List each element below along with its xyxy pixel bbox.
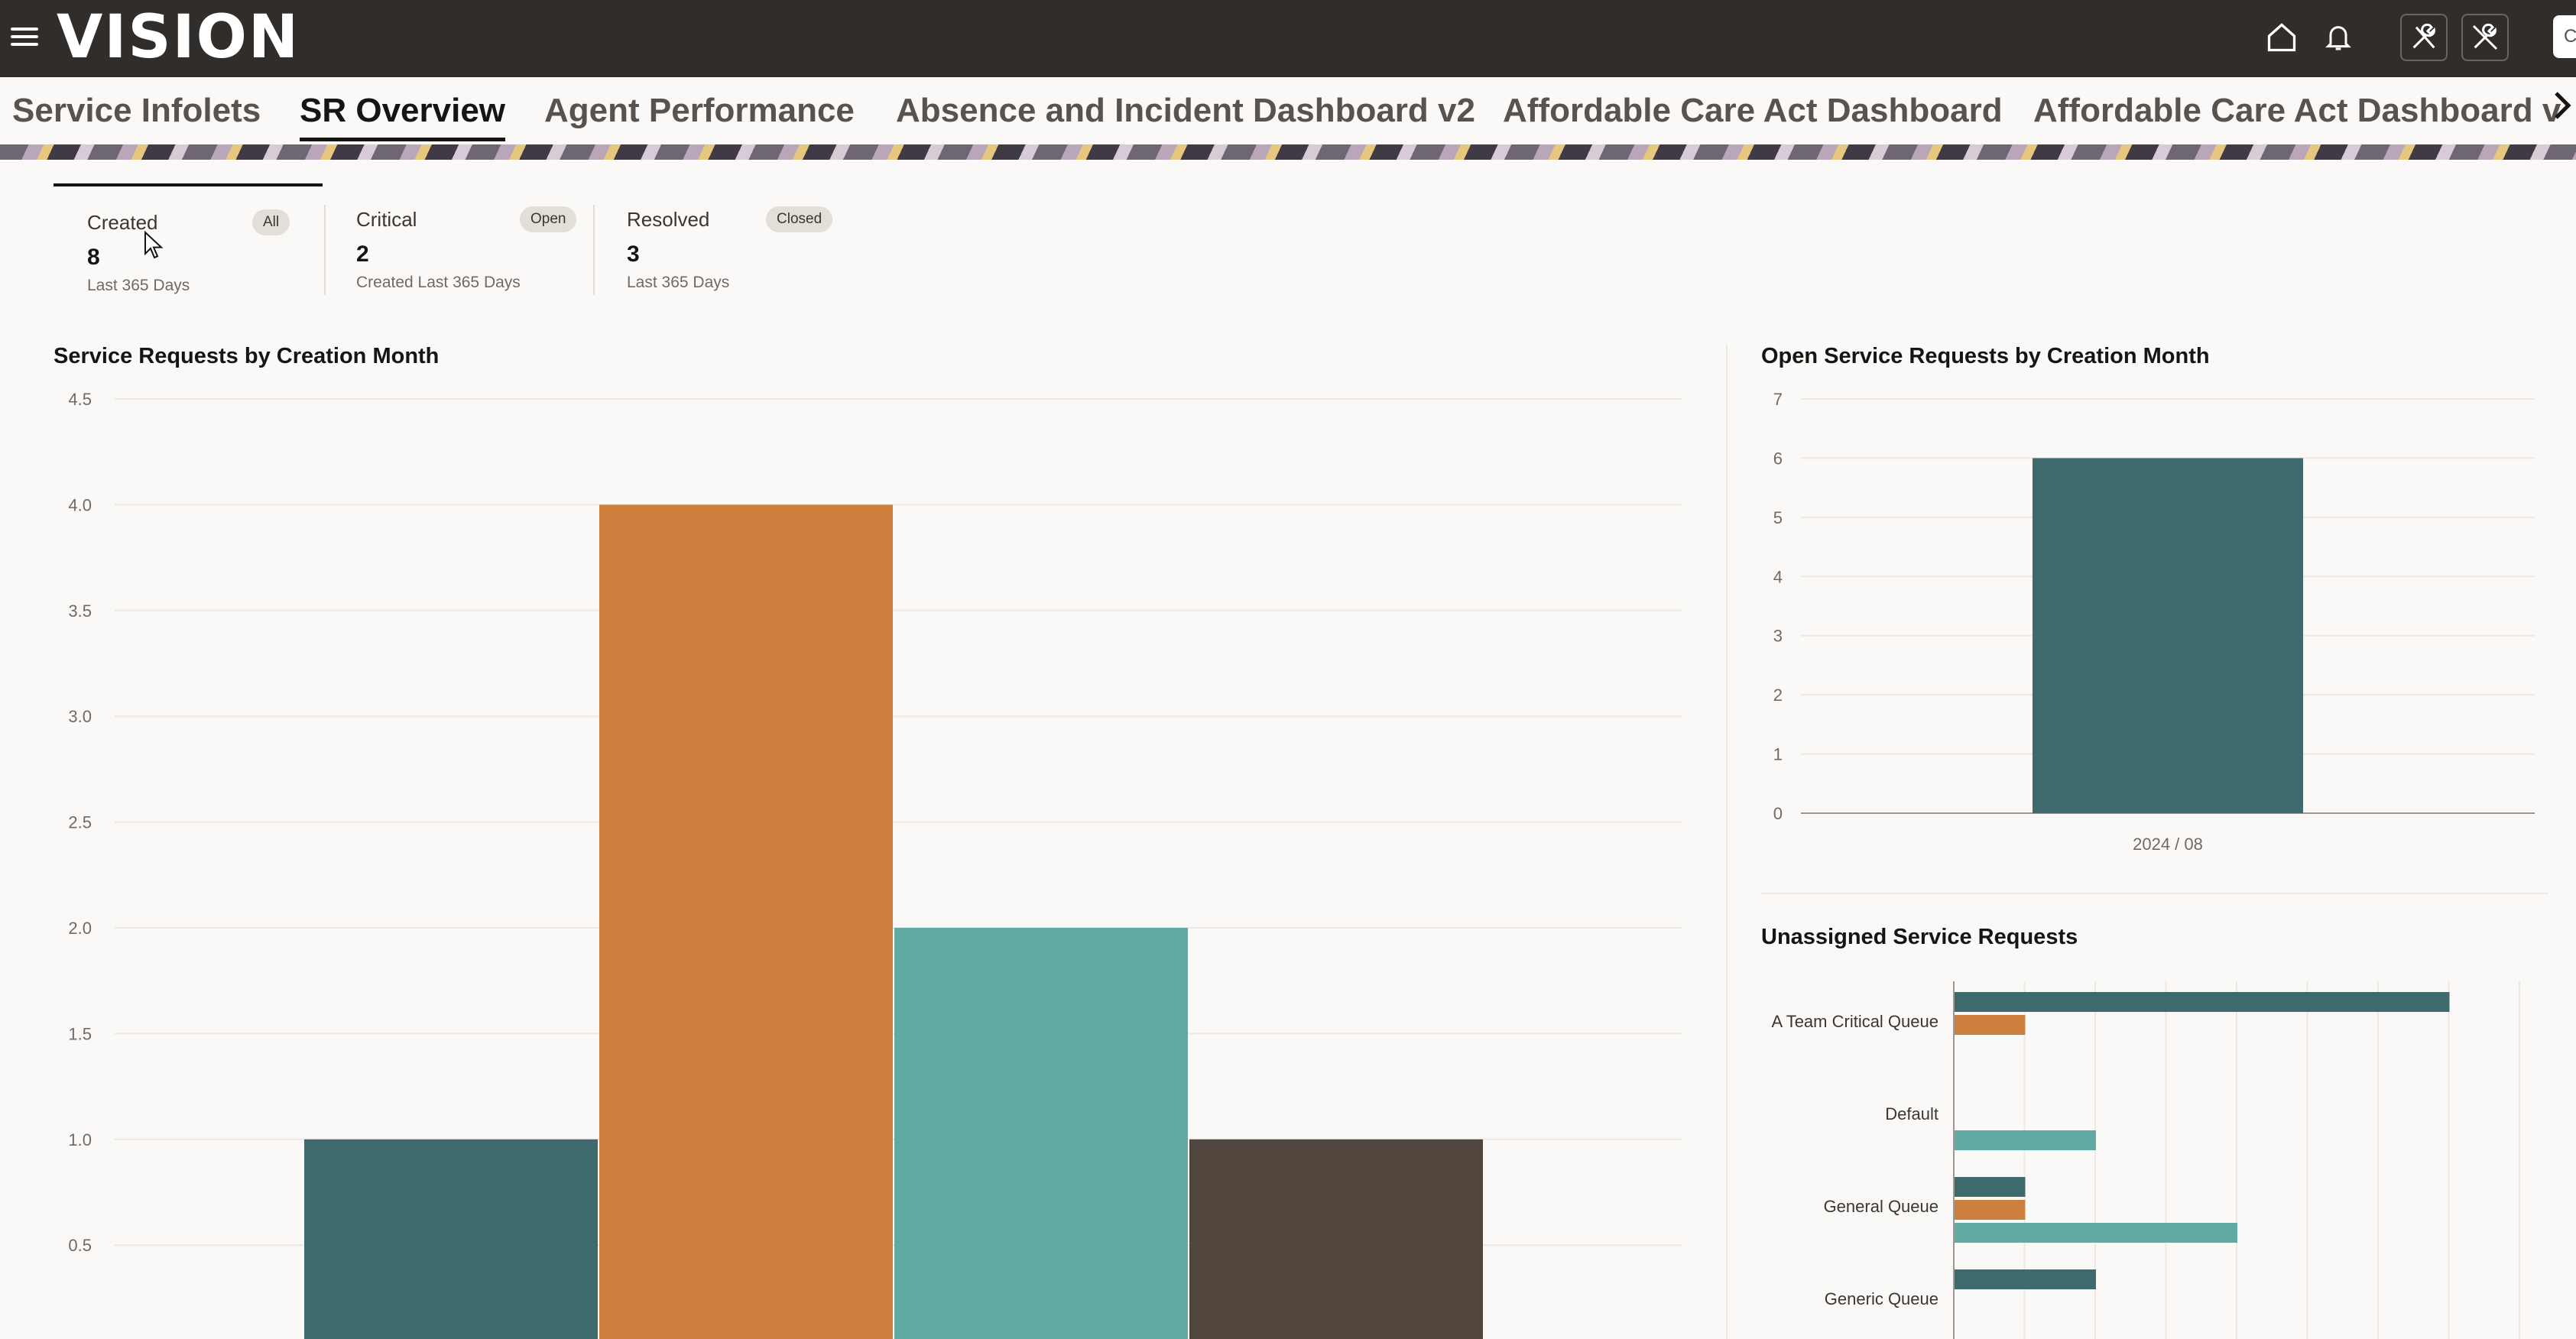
chevron-right-icon[interactable] (2553, 90, 2576, 128)
unassigned-sr-chart[interactable]: A Team Critical Queue Default General Queu… (1735, 963, 2561, 1339)
tab-absence-incident-dashboard[interactable]: Absence and Incident Dashboard v2 (896, 92, 1475, 129)
y-tick-label: 3.0 (68, 707, 92, 726)
global-header: VISION C (0, 0, 2576, 77)
infolet-created[interactable]: Created All 8 Last 365 Days (54, 183, 323, 298)
status-badge: Open (520, 206, 577, 232)
infolet-label: Resolved (627, 208, 710, 231)
open-sr-by-creation-month-chart[interactable]: 7 6 5 4 3 2 1 0 2024 / 08 (1735, 374, 2561, 864)
tab-agent-performance[interactable]: Agent Performance (544, 92, 855, 129)
y-tick-label: Default (1885, 1104, 1938, 1123)
infolet-subtitle: Last 365 Days (627, 274, 730, 291)
y-tick-label: 0 (1773, 804, 1783, 823)
y-tick-label: 4.0 (68, 495, 92, 514)
y-tick-label: 0.5 (68, 1236, 92, 1255)
x-tick-label: 2024 / 08 (2133, 835, 2203, 854)
tools-icon[interactable] (2400, 14, 2448, 61)
y-tick-label: General Queue (1824, 1197, 1938, 1216)
y-tick-label: Generic Queue (1825, 1289, 1938, 1308)
infolet-value: 8 (87, 245, 100, 270)
bar (599, 504, 893, 1339)
bar (1955, 1200, 2026, 1220)
y-tick-label: 1.0 (68, 1130, 92, 1149)
y-tick-label: 5 (1773, 508, 1783, 527)
decorative-banner (0, 144, 2576, 160)
status-badge: All (252, 209, 290, 235)
infolet-row: Created All 8 Last 365 Days Critical Ope… (54, 183, 894, 306)
chart-title: Open Service Requests by Creation Month (1761, 344, 2210, 368)
tab-sr-overview[interactable]: SR Overview (300, 88, 506, 141)
bar (1189, 1139, 1483, 1339)
infolet-subtitle: Last 365 Days (87, 277, 190, 294)
y-tick-label: 2.0 (68, 919, 92, 938)
y-tick-label: 1 (1773, 745, 1783, 764)
infolet-divider (593, 205, 595, 295)
infolet-resolved[interactable]: Resolved Closed 3 Last 365 Days (593, 183, 862, 298)
infolet-value: 2 (356, 242, 369, 267)
y-tick-label: 4.5 (68, 390, 92, 409)
vision-logo[interactable]: VISION (57, 3, 300, 72)
status-badge: Closed (766, 206, 833, 232)
y-tick-label: 2 (1773, 686, 1783, 705)
infolet-divider (324, 205, 326, 295)
sr-by-creation-month-chart[interactable]: 4.5 4.0 3.5 3.0 2.5 2.0 1.5 1.0 0.5 (0, 374, 1712, 1339)
infolet-value: 3 (627, 242, 640, 267)
infolet-subtitle: Created Last 365 Days (356, 274, 521, 291)
infolet-label: Created (87, 211, 158, 234)
tools-crossed-icon[interactable] (2461, 14, 2509, 61)
y-tick-label: 1.5 (68, 1024, 92, 1043)
bar (1955, 992, 2450, 1012)
y-tick-label: 3 (1773, 627, 1783, 646)
search-field[interactable]: C (2553, 15, 2576, 58)
panel-divider (1761, 893, 2548, 894)
bar (1955, 1015, 2026, 1035)
tab-affordable-care-act-dashboard[interactable]: Affordable Care Act Dashboard (1503, 92, 2003, 129)
bar (1955, 1130, 2096, 1150)
home-icon[interactable] (2258, 14, 2305, 61)
bar (894, 928, 1188, 1339)
y-tick-label: 4 (1773, 567, 1783, 586)
y-tick-label: 6 (1773, 449, 1783, 468)
chart-title: Service Requests by Creation Month (54, 344, 440, 368)
y-tick-label: 3.5 (68, 601, 92, 621)
bar (1955, 1269, 2096, 1289)
y-tick-label: 2.5 (68, 813, 92, 832)
infolet-critical[interactable]: Critical Open 2 Created Last 365 Days (323, 183, 592, 298)
y-tick-label: A Team Critical Queue (1772, 1012, 1938, 1031)
bar (2033, 458, 2303, 813)
mouse-cursor-icon (144, 230, 164, 264)
bar (1955, 1223, 2237, 1243)
dashboard-tab-bar: Service Infolets SR Overview Agent Perfo… (0, 77, 2576, 144)
tab-service-infolets[interactable]: Service Infolets (12, 92, 261, 129)
panel-divider (1726, 344, 1728, 1339)
tab-affordable-care-act-dashboard-v[interactable]: Affordable Care Act Dashboard v (2033, 92, 2561, 129)
y-tick-label: 7 (1773, 390, 1783, 409)
chart-title: Unassigned Service Requests (1761, 925, 2078, 949)
bar (1955, 1177, 2026, 1197)
bar (304, 1139, 598, 1339)
hamburger-menu-icon[interactable] (11, 23, 41, 53)
infolet-label: Critical (356, 208, 417, 231)
bell-icon[interactable] (2315, 14, 2362, 61)
